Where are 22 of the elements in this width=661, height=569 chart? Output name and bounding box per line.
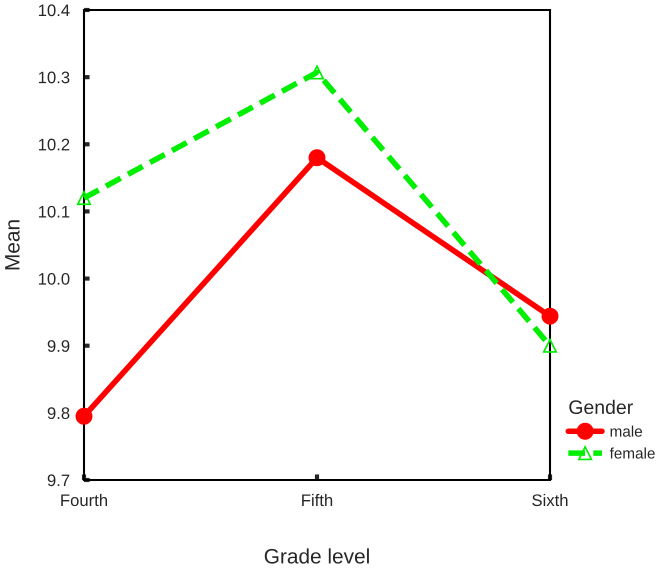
y-tick-label: 10.1 [38,206,70,218]
y-axis-title: Mean [5,220,20,270]
x-tick-label: Fourth [61,494,108,506]
y-tick-label: 10.0 [38,272,70,285]
legend-label: female [610,447,655,459]
point [542,338,558,353]
y-tick-label: 10.3 [38,72,70,84]
legend-title: Gender [569,400,633,414]
y-tick-label: 10.4 [38,4,70,16]
y-tick-label: 9.8 [48,407,70,420]
x-axis-title: Grade level [264,548,369,564]
y-tick-label: 9.9 [48,340,70,352]
y-tick-label: 10.2 [38,138,70,150]
point [76,190,92,206]
point [310,65,324,80]
y-tick-label: 9.7 [48,474,70,486]
x-tick-label: Sixth [532,494,568,506]
point [542,308,558,325]
x-tick-label: Fifth [302,494,332,506]
point [76,408,92,425]
point [308,149,326,166]
legend-label: male [610,426,642,437]
